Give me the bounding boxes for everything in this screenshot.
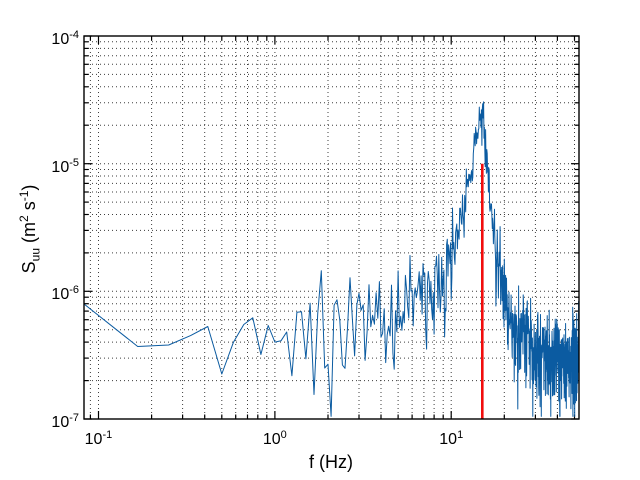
x-tick-label: 100	[262, 429, 287, 448]
y-tick-label: 10-4	[51, 29, 79, 48]
x-axis-label: f (Hz)	[309, 452, 353, 472]
y-tick-label: 10-5	[51, 156, 79, 176]
x-tick-label: 101	[439, 429, 464, 448]
x-tick-label: 10-1	[84, 429, 113, 448]
y-axis-label: Suu (m2 s-1)	[17, 184, 43, 274]
axes-box	[83, 35, 580, 420]
axis-ticks	[84, 35, 579, 420]
y-tick-label: 10-6	[51, 284, 79, 304]
y-tick-label: 10-7	[51, 412, 79, 431]
grid	[84, 35, 579, 420]
spectrum-line	[84, 101, 579, 417]
